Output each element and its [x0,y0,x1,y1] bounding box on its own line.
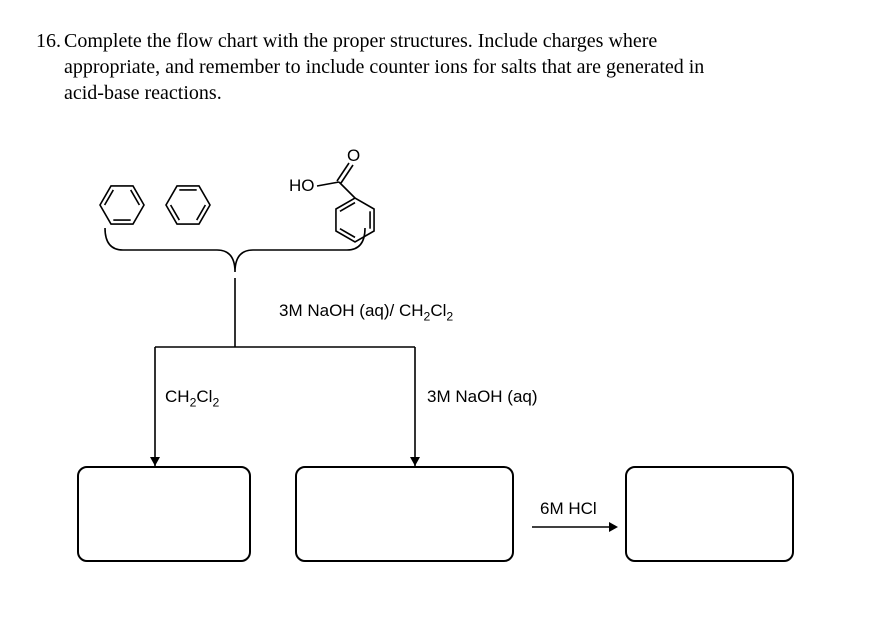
answer-box-organic-layer [77,466,251,562]
answer-box-aqueous-layer [295,466,514,562]
label-naoh-layer: 3M NaOH (aq) [427,387,538,407]
label-reagent-naoh-ch2cl2: 3M NaOH (aq)/ CH2Cl2 [279,301,453,321]
answer-box-after-hcl [625,466,794,562]
label-ch2cl2-layer: CH2Cl2 [165,387,219,407]
label-6m-hcl: 6M HCl [540,499,597,519]
